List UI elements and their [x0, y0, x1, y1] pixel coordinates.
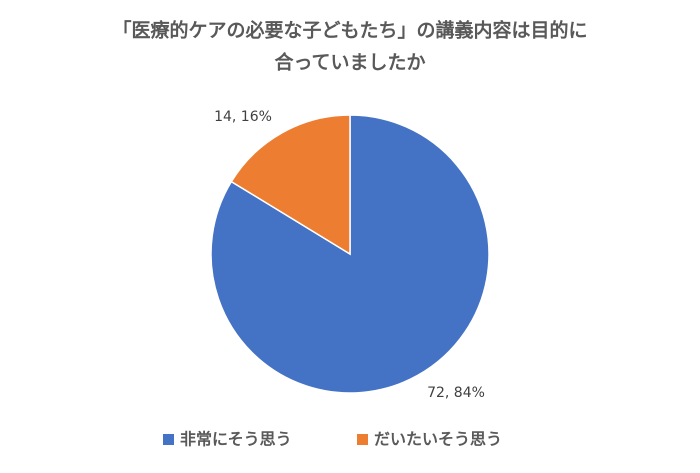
pie-slice — [230, 114, 351, 256]
legend-label: 非常にそう思う — [180, 430, 292, 449]
data-label: 72, 84% — [427, 385, 485, 401]
chart-title: 合っていましたか — [274, 51, 425, 74]
legend-label: だいたいそう思う — [374, 430, 502, 449]
legend-swatch — [357, 434, 368, 445]
legend-swatch — [163, 434, 174, 445]
chart-title: 「医療的ケアの必要な子どもたち」の講義内容は目的に — [112, 19, 587, 42]
data-label: 14, 16% — [214, 109, 272, 125]
